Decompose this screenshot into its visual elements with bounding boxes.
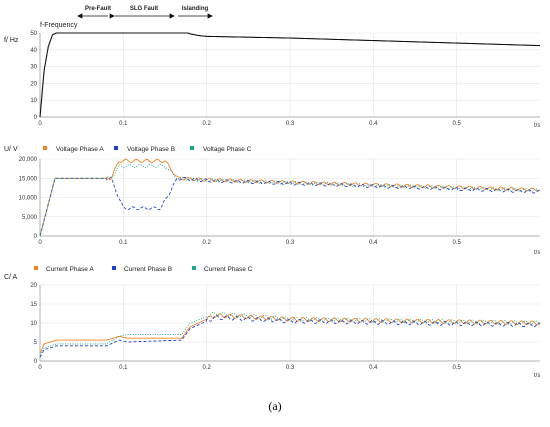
legend-swatch-current-a — [34, 266, 38, 270]
frequency-grid — [39, 32, 540, 118]
x-tick-label: 0.5 — [452, 240, 461, 246]
legend-voltage-a: Voltage Phase A — [56, 146, 104, 153]
current-series — [39, 311, 541, 358]
y-tick-label: 0 — [34, 359, 38, 365]
y-tick-label: 20 — [30, 81, 37, 87]
y-tick-label: 0 — [34, 115, 38, 121]
voltage-axes: 0 5,000 10,000 15,000 20,000 0 0.1 0.2 0.3 0.4 0.5 — [19, 157, 540, 246]
annotation-arrows — [77, 13, 213, 19]
y-tick-label: 20,000 — [19, 157, 38, 163]
legend-swatch-voltage-a — [43, 146, 47, 150]
legend-swatch-current-c — [192, 266, 196, 270]
y-tick-label: 50 — [30, 31, 37, 37]
frequency-series — [39, 32, 540, 118]
legend-swatch-current-b — [112, 266, 116, 270]
x-tick-label: 0.5 — [452, 365, 461, 371]
x-tick-label: 0.5 — [452, 121, 461, 127]
arrow-head-slg-right — [169, 13, 175, 19]
x-tick-label: 0.2 — [202, 121, 211, 127]
current-axes: 0 5 10 15 20 0 0.1 0.2 0.3 0.4 0.5 — [30, 283, 540, 371]
x-tick-label: 0 — [38, 365, 42, 371]
frequency-chart-title: f-Frequency — [40, 22, 78, 29]
x-tick-label: 0.3 — [286, 240, 295, 246]
current-panel: C/ A Current Phase A Current Phase B Cur… — [4, 266, 540, 379]
voltage-panel: U/ V Voltage Phase A Voltage Phase B Vol… — [4, 146, 540, 256]
legend-current-c: Current Phase C — [204, 266, 253, 273]
series-line-current-phase-b — [39, 315, 541, 358]
arrow-head-slg-left — [109, 13, 115, 19]
series-line-current-phase-c — [39, 311, 541, 356]
arrow-head-pre-fault — [77, 13, 83, 19]
x-tick-label: 0 — [38, 121, 42, 127]
x-tick-label: 0.2 — [202, 365, 211, 371]
figure-caption: (a) — [268, 399, 281, 413]
y-tick-label: 0 — [34, 234, 38, 240]
legend-voltage-b: Voltage Phase B — [127, 146, 175, 153]
x-tick-label: 0.2 — [202, 240, 211, 246]
arrow-head-islanding — [207, 13, 213, 19]
y-tick-label: 10,000 — [19, 196, 38, 202]
series-line-voltage-phase-b — [39, 176, 541, 237]
y-tick-label: 5 — [34, 340, 38, 346]
frequency-x-axis-label: t/s — [534, 123, 540, 129]
annotation-pre-fault: Pre-Fault — [85, 6, 111, 12]
frequency-panel: f-Frequency f/ Hz t/s 0 10 20 30 40 50 0 0.1 0.2… — [4, 22, 540, 129]
x-tick-label: 0 — [38, 240, 42, 246]
current-legend: Current Phase A Current Phase B Current … — [34, 266, 253, 273]
y-tick-label: 20 — [30, 283, 37, 289]
y-tick-label: 10 — [30, 98, 37, 104]
x-tick-label: 0.4 — [369, 365, 378, 371]
current-x-axis-label: t/s — [534, 373, 540, 379]
phase-annotations: Pre-Fault SLG Fault Islanding — [77, 6, 213, 19]
voltage-x-axis-label: t/s — [534, 250, 540, 256]
x-tick-label: 0.4 — [369, 121, 378, 127]
current-y-axis-label: C/ A — [4, 274, 18, 281]
x-tick-label: 0.3 — [286, 121, 295, 127]
voltage-series — [39, 159, 541, 237]
series-line-frequency — [39, 32, 540, 118]
legend-current-b: Current Phase B — [124, 266, 172, 273]
x-tick-label: 0.1 — [119, 121, 128, 127]
x-tick-label: 0.3 — [286, 365, 295, 371]
y-tick-label: 15 — [30, 302, 37, 308]
voltage-y-axis-label: U/ V — [4, 146, 18, 153]
annotation-islanding: Islanding — [182, 6, 209, 12]
legend-swatch-voltage-c — [190, 146, 194, 150]
voltage-grid — [39, 158, 540, 237]
y-tick-label: 30 — [30, 65, 37, 71]
legend-voltage-c: Voltage Phase C — [203, 146, 252, 153]
y-tick-label: 10 — [30, 321, 37, 327]
voltage-legend: Voltage Phase A Voltage Phase B Voltage … — [43, 146, 252, 153]
x-tick-label: 0.1 — [119, 240, 128, 246]
y-tick-label: 15,000 — [19, 176, 38, 182]
frequency-y-axis-label: f/ Hz — [4, 37, 19, 44]
y-tick-label: 40 — [30, 48, 37, 54]
legend-swatch-voltage-b — [114, 146, 118, 150]
frequency-axes: 0 10 20 30 40 50 0 0.1 0.2 0.3 0.4 0.5 — [30, 31, 540, 127]
annotation-slg-fault: SLG Fault — [130, 6, 158, 12]
current-grid — [39, 284, 540, 362]
y-tick-label: 5,000 — [22, 215, 38, 221]
x-tick-label: 0.1 — [119, 365, 128, 371]
x-tick-label: 0.4 — [369, 240, 378, 246]
legend-current-a: Current Phase A — [46, 266, 94, 273]
